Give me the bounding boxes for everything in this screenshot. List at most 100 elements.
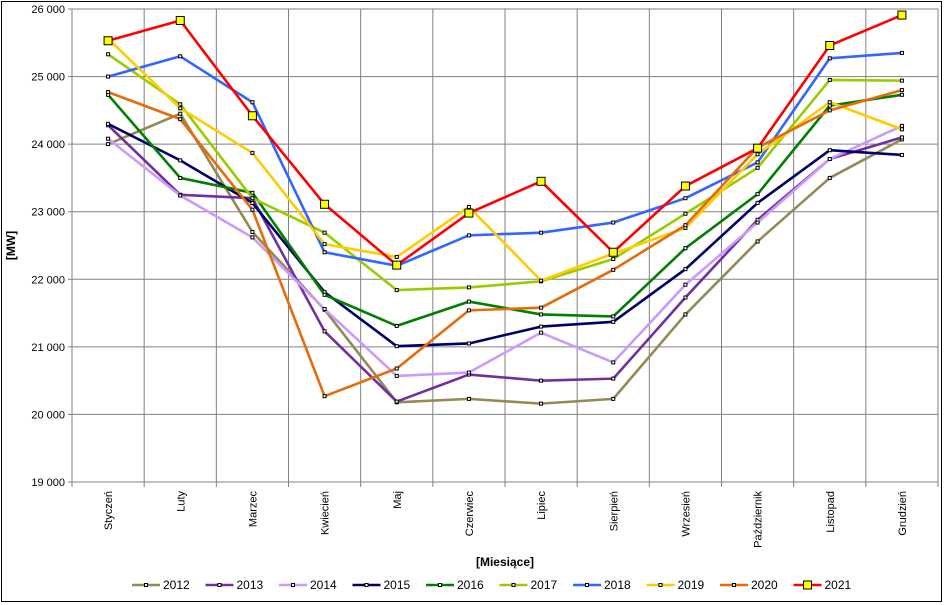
data-point — [106, 142, 111, 147]
data-point — [897, 10, 907, 20]
data-point — [827, 175, 832, 180]
legend-label: 2018 — [604, 578, 631, 592]
legend-item-2016: 2016 — [426, 578, 484, 592]
data-point — [680, 181, 690, 191]
legend-marker — [585, 583, 589, 587]
legend: 2012 2013 2014 2015 2016 2017 2018 2019 2020 2021 — [132, 578, 852, 592]
x-tick-label: Kwiecień — [320, 491, 332, 535]
x-tick-label: Marzec — [247, 491, 259, 528]
data-point — [755, 220, 760, 225]
y-tick-label: 21 000 — [31, 342, 65, 354]
series-2021 — [103, 10, 907, 270]
data-point — [466, 233, 471, 238]
data-point — [394, 373, 399, 378]
data-point — [611, 257, 616, 262]
x-tick-label: Październik — [753, 491, 765, 548]
data-point — [178, 111, 183, 116]
x-tick-label: Wrzesień — [680, 491, 692, 537]
series-line — [107, 88, 903, 398]
legend-marker — [438, 583, 442, 587]
data-point — [250, 150, 255, 155]
data-point — [178, 193, 183, 198]
data-point — [250, 235, 255, 240]
data-point — [322, 250, 327, 255]
data-point — [899, 123, 904, 128]
x-tick-label: Sierpień — [608, 491, 620, 531]
data-point — [753, 143, 763, 153]
y-tick-label: 25 000 — [31, 72, 65, 84]
x-tick-label: Styczeń — [103, 491, 115, 530]
data-point — [683, 312, 688, 317]
series-2014 — [106, 123, 904, 378]
data-point — [466, 308, 471, 313]
data-point — [755, 165, 760, 170]
data-point — [322, 307, 327, 312]
axis-layer: 19 000 20 000 21 000 22 000 23 000 24 000 25 0… — [31, 4, 939, 548]
data-point — [394, 344, 399, 349]
x-tick-label: Czerwiec — [464, 491, 476, 537]
data-point — [755, 192, 760, 197]
data-point — [827, 56, 832, 61]
data-point — [825, 40, 835, 50]
series-2020 — [106, 88, 904, 399]
data-point — [394, 399, 399, 404]
data-point — [611, 314, 616, 319]
data-point — [178, 117, 183, 122]
data-point — [464, 208, 474, 218]
data-point — [611, 220, 616, 225]
legend-item-2019: 2019 — [646, 578, 705, 592]
legend-item-2018: 2018 — [573, 578, 631, 592]
data-point — [250, 229, 255, 234]
data-point — [247, 111, 257, 121]
data-point — [683, 211, 688, 216]
data-point — [683, 223, 688, 228]
data-point — [683, 282, 688, 287]
data-point — [827, 108, 832, 113]
data-point — [106, 74, 111, 79]
y-tick-label: 24 000 — [31, 139, 65, 151]
legend-marker — [511, 583, 516, 587]
data-point — [322, 329, 327, 334]
data-point — [106, 52, 111, 57]
data-point — [539, 330, 544, 335]
x-axis-title: [Miesiące] — [476, 555, 534, 569]
data-point — [539, 305, 544, 310]
y-tick-label: 20 000 — [31, 409, 65, 421]
legend-item-2015: 2015 — [352, 578, 411, 592]
data-point — [250, 200, 255, 205]
data-point — [539, 401, 544, 406]
data-point — [178, 54, 183, 59]
data-point — [683, 196, 688, 201]
y-tick-label: 26 000 — [31, 4, 65, 16]
legend-label: 2013 — [237, 578, 264, 592]
legend-marker — [291, 583, 295, 587]
y-tick-label: 22 000 — [31, 274, 65, 286]
legend-label: 2017 — [531, 578, 558, 592]
data-point — [178, 175, 183, 180]
data-point — [899, 92, 904, 97]
data-point — [178, 106, 183, 111]
data-point — [827, 77, 832, 82]
data-point — [322, 242, 327, 247]
series-line — [107, 37, 903, 282]
legend-label: 2012 — [163, 578, 190, 592]
data-point — [103, 36, 113, 46]
data-point — [322, 394, 327, 399]
grid-layer — [71, 8, 939, 483]
series-line — [107, 124, 903, 403]
y-axis-title: [MW] — [4, 231, 18, 260]
data-point — [394, 288, 399, 293]
data-point — [250, 196, 255, 201]
x-tick-label: Maj — [392, 491, 404, 509]
x-tick-label: Listopad — [825, 491, 837, 533]
data-point — [539, 378, 544, 383]
data-point — [899, 50, 904, 55]
data-point — [322, 230, 327, 235]
data-point — [392, 260, 402, 270]
data-point — [394, 366, 399, 371]
data-point — [394, 254, 399, 259]
data-point — [539, 278, 544, 283]
data-point — [175, 15, 185, 25]
data-point — [466, 370, 471, 375]
